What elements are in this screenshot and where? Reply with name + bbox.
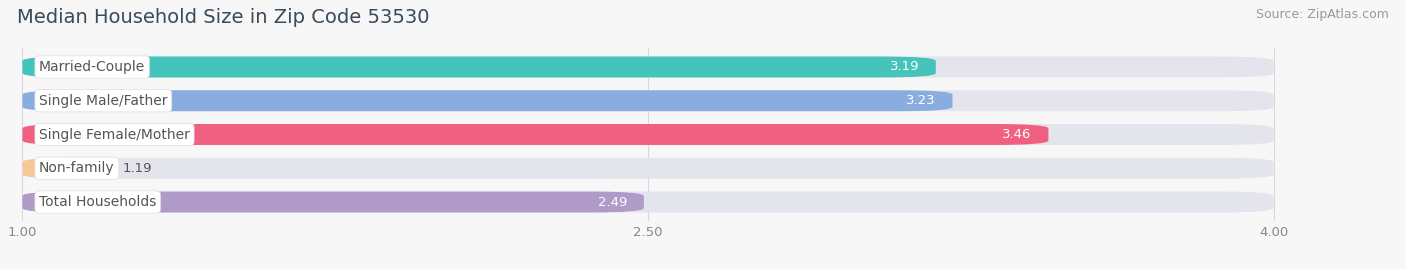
FancyBboxPatch shape [22, 192, 644, 213]
FancyBboxPatch shape [22, 56, 1274, 77]
Text: Total Households: Total Households [39, 195, 156, 209]
FancyBboxPatch shape [22, 124, 1049, 145]
Text: 3.46: 3.46 [1002, 128, 1032, 141]
Text: 2.49: 2.49 [598, 196, 627, 208]
Text: Single Female/Mother: Single Female/Mother [39, 128, 190, 141]
FancyBboxPatch shape [22, 90, 1274, 111]
FancyBboxPatch shape [22, 56, 936, 77]
Text: Median Household Size in Zip Code 53530: Median Household Size in Zip Code 53530 [17, 8, 429, 27]
FancyBboxPatch shape [22, 192, 1274, 213]
Text: 3.23: 3.23 [905, 94, 936, 107]
Text: Source: ZipAtlas.com: Source: ZipAtlas.com [1256, 8, 1389, 21]
Text: 3.19: 3.19 [890, 61, 920, 73]
FancyBboxPatch shape [22, 90, 952, 111]
Text: Non-family: Non-family [39, 161, 115, 175]
FancyBboxPatch shape [22, 158, 101, 179]
FancyBboxPatch shape [22, 158, 1274, 179]
Text: 1.19: 1.19 [122, 162, 152, 175]
Text: Single Male/Father: Single Male/Father [39, 94, 167, 108]
Text: Married-Couple: Married-Couple [39, 60, 145, 74]
FancyBboxPatch shape [22, 124, 1274, 145]
